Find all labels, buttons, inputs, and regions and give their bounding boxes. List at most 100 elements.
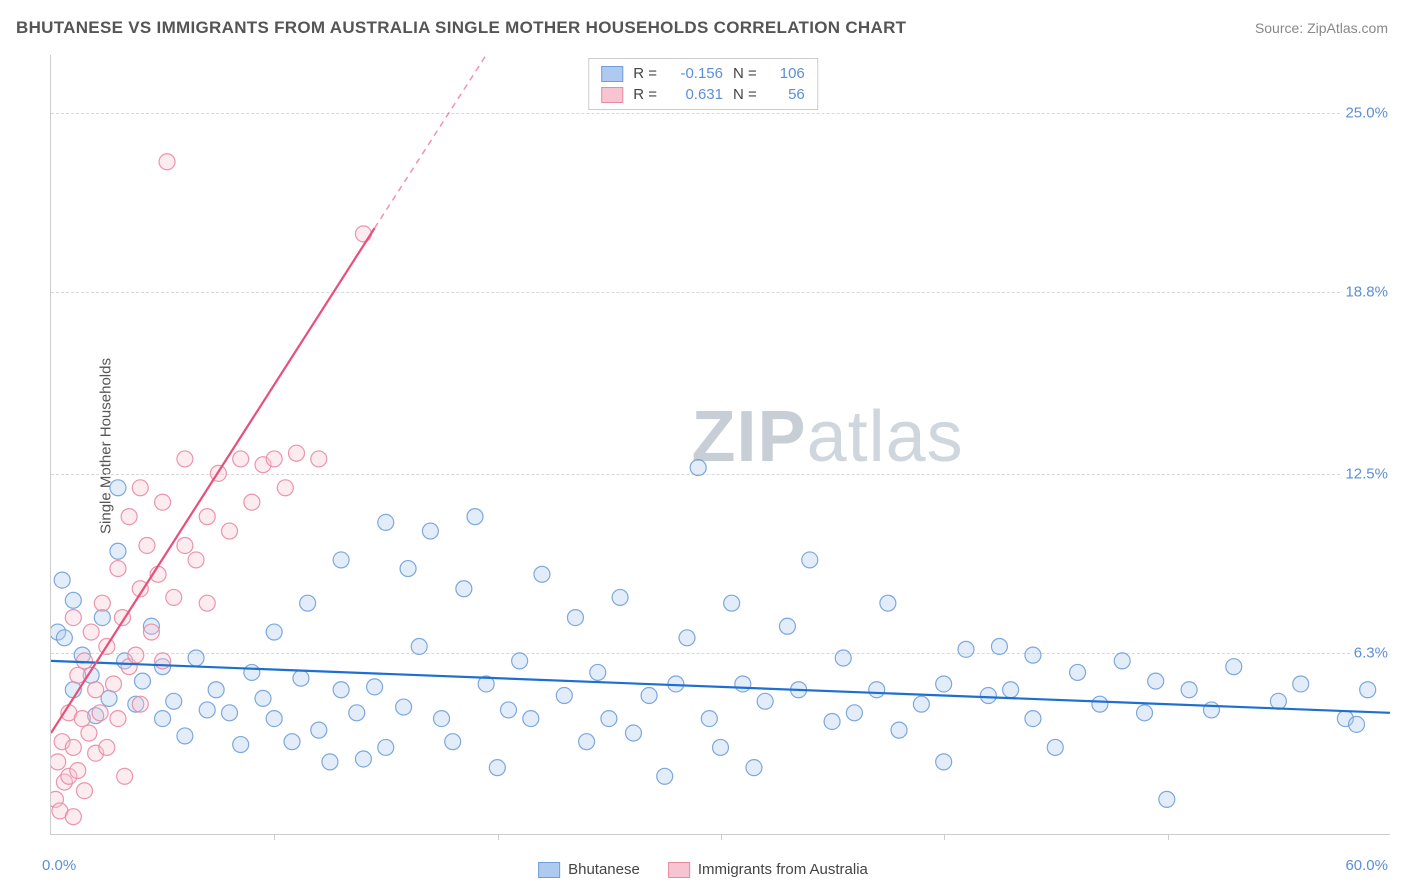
source-label: Source: ZipAtlas.com: [1255, 20, 1388, 36]
trend-line-extend-australia: [375, 55, 498, 228]
data-point-australia: [70, 763, 86, 779]
x-tick: [274, 834, 275, 840]
data-point-bhutanese: [567, 610, 583, 626]
corr-row-australia: R = 0.631 N = 56: [589, 84, 817, 105]
data-point-australia: [139, 537, 155, 553]
data-point-australia: [166, 589, 182, 605]
data-point-bhutanese: [735, 676, 751, 692]
corr-row-bhutanese: R = -0.156 N = 106: [589, 63, 817, 84]
data-point-bhutanese: [349, 705, 365, 721]
data-point-bhutanese: [1270, 693, 1286, 709]
data-point-australia: [99, 739, 115, 755]
data-point-bhutanese: [824, 713, 840, 729]
data-point-australia: [88, 682, 104, 698]
data-point-bhutanese: [612, 589, 628, 605]
data-point-australia: [110, 561, 126, 577]
data-point-bhutanese: [891, 722, 907, 738]
data-point-australia: [132, 696, 148, 712]
data-point-bhutanese: [177, 728, 193, 744]
data-point-bhutanese: [980, 688, 996, 704]
data-point-bhutanese: [54, 572, 70, 588]
series-legend: Bhutanese Immigrants from Australia: [538, 861, 868, 878]
data-point-bhutanese: [746, 760, 762, 776]
data-point-bhutanese: [601, 711, 617, 727]
data-point-bhutanese: [396, 699, 412, 715]
data-point-australia: [81, 725, 97, 741]
data-point-australia: [65, 610, 81, 626]
n-value-australia: 56: [767, 86, 805, 103]
n-value-bhutanese: 106: [767, 65, 805, 82]
data-point-australia: [177, 451, 193, 467]
data-point-bhutanese: [244, 664, 260, 680]
data-point-australia: [143, 624, 159, 640]
data-point-bhutanese: [222, 705, 238, 721]
data-point-australia: [159, 154, 175, 170]
n-prefix: N =: [733, 86, 757, 103]
swatch-australia: [601, 87, 623, 103]
data-point-bhutanese: [1092, 696, 1108, 712]
x-min-label: 0.0%: [42, 857, 76, 874]
data-point-australia: [222, 523, 238, 539]
x-max-label: 60.0%: [1345, 857, 1388, 874]
data-point-australia: [132, 480, 148, 496]
data-point-bhutanese: [713, 739, 729, 755]
data-point-bhutanese: [936, 754, 952, 770]
data-point-bhutanese: [411, 638, 427, 654]
data-point-australia: [65, 809, 81, 825]
data-point-bhutanese: [255, 690, 271, 706]
data-point-australia: [121, 509, 137, 525]
data-point-bhutanese: [679, 630, 695, 646]
data-point-bhutanese: [300, 595, 316, 611]
data-point-bhutanese: [367, 679, 383, 695]
data-point-bhutanese: [880, 595, 896, 611]
data-point-australia: [188, 552, 204, 568]
data-point-bhutanese: [233, 737, 249, 753]
data-point-bhutanese: [199, 702, 215, 718]
data-point-bhutanese: [322, 754, 338, 770]
data-point-bhutanese: [1148, 673, 1164, 689]
data-point-bhutanese: [166, 693, 182, 709]
r-prefix: R =: [633, 65, 657, 82]
data-point-bhutanese: [1360, 682, 1376, 698]
data-point-bhutanese: [1226, 659, 1242, 675]
data-point-bhutanese: [641, 688, 657, 704]
data-point-australia: [177, 537, 193, 553]
data-point-bhutanese: [266, 624, 282, 640]
data-point-bhutanese: [991, 638, 1007, 654]
n-prefix: N =: [733, 65, 757, 82]
data-point-australia: [92, 705, 108, 721]
data-point-bhutanese: [835, 650, 851, 666]
x-tick: [721, 834, 722, 840]
data-point-australia: [110, 711, 126, 727]
data-point-australia: [233, 451, 249, 467]
data-point-australia: [244, 494, 260, 510]
data-point-bhutanese: [333, 552, 349, 568]
data-point-bhutanese: [434, 711, 450, 727]
data-point-bhutanese: [155, 711, 171, 727]
data-point-bhutanese: [657, 768, 673, 784]
data-point-bhutanese: [400, 561, 416, 577]
data-point-bhutanese: [579, 734, 595, 750]
data-point-bhutanese: [467, 509, 483, 525]
data-point-bhutanese: [378, 514, 394, 530]
data-point-bhutanese: [333, 682, 349, 698]
data-point-australia: [277, 480, 293, 496]
data-point-bhutanese: [1293, 676, 1309, 692]
data-point-bhutanese: [534, 566, 550, 582]
data-point-bhutanese: [1159, 791, 1175, 807]
swatch-australia-bottom: [668, 862, 690, 878]
data-point-australia: [355, 226, 371, 242]
r-value-australia: 0.631: [667, 86, 723, 103]
data-point-bhutanese: [913, 696, 929, 712]
data-point-australia: [76, 783, 92, 799]
trend-line-australia: [51, 228, 375, 733]
data-point-bhutanese: [266, 711, 282, 727]
data-point-bhutanese: [110, 480, 126, 496]
data-point-bhutanese: [378, 739, 394, 755]
legend-item-australia: Immigrants from Australia: [668, 861, 868, 878]
chart-title: BHUTANESE VS IMMIGRANTS FROM AUSTRALIA S…: [16, 18, 906, 38]
data-point-australia: [199, 595, 215, 611]
data-point-bhutanese: [1349, 716, 1365, 732]
data-point-bhutanese: [590, 664, 606, 680]
data-point-bhutanese: [512, 653, 528, 669]
